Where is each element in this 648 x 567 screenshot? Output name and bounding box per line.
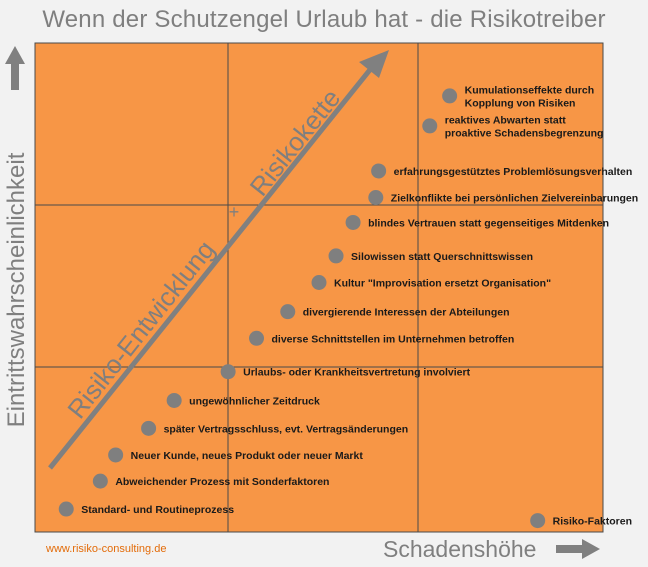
- risk-label-5: blindes Vertrauen statt gegenseitiges Mi…: [368, 217, 609, 229]
- risk-point-7: [311, 275, 327, 290]
- risk-label-4: Zielkonflikte bei persönlichen Zielverei…: [391, 193, 638, 205]
- risk-label-2: reaktives Abwarten statt proaktive Schade…: [445, 114, 604, 139]
- risk-label-15: Standard- und Routineprozess: [81, 504, 234, 516]
- risk-point-6: [328, 248, 344, 264]
- risk-label-12: später Vertragsschluss, evt. Vertragsänd…: [164, 423, 409, 435]
- risk-label-8: divergierende Interessen der Abteilungen: [303, 307, 510, 319]
- risk-point-5: [345, 214, 361, 230]
- risk-point-12: [141, 420, 157, 436]
- risk-point-16: [530, 513, 546, 529]
- risk-label-7: Kultur "Improvisation ersetzt Organisati…: [334, 278, 551, 290]
- risk-label-1: Kumulationseffekte durch Kopplung von Ris…: [465, 84, 595, 109]
- diagonal-arrow-head: [359, 50, 389, 78]
- footer-url[interactable]: www.risiko-consulting.de: [46, 543, 167, 555]
- risk-point-10: [220, 364, 236, 380]
- risk-label-16: Risiko-Faktoren: [553, 516, 632, 528]
- y-axis-label-wrap: Eintrittswahrscheinlichkeit: [2, 48, 32, 533]
- risk-point-13: [108, 447, 124, 463]
- risk-label-6: Silowissen statt Querschnittswissen: [351, 251, 533, 263]
- chart-title: Wenn der Schutzengel Urlaub hat - die Ri…: [42, 6, 606, 33]
- axis-arrows: [5, 46, 600, 559]
- risk-point-11: [166, 392, 182, 408]
- risk-point-1: [442, 88, 458, 104]
- risk-label-11: ungewöhnlicher Zeitdruck: [189, 395, 320, 407]
- risk-label-10: Urlaubs- oder Krankheitsvertretung invol…: [243, 367, 470, 379]
- risk-point-9: [249, 330, 265, 346]
- risk-point-8: [280, 304, 296, 320]
- x-axis-label: Schadenshöhe: [383, 536, 537, 562]
- risk-point-14: [92, 473, 108, 489]
- risk-label-14: Abweichender Prozess mit Sonderfaktoren: [115, 476, 329, 488]
- data-points: Kumulationseffekte durch Kopplung von Ris…: [58, 84, 638, 529]
- risk-label-13: Neuer Kunde, neues Produkt oder neuer Ma…: [131, 450, 364, 462]
- risk-label-3: erfahrungsgestütztes Problemlösungsverha…: [394, 166, 633, 178]
- center-mark: +: [229, 202, 240, 222]
- diagonal-arrow-shaft: [48, 64, 375, 470]
- x-axis-arrow-head: [582, 539, 600, 559]
- x-axis-arrow-shaft: [556, 545, 584, 553]
- y-axis-arrow-head: [5, 46, 25, 64]
- risk-label-9: diverse Schnittstellen im Unternehmen be…: [272, 333, 515, 345]
- risk-point-2: [422, 118, 438, 134]
- y-axis-arrow-shaft: [11, 62, 19, 90]
- grid-lines: [35, 43, 603, 532]
- risk-point-15: [58, 501, 74, 517]
- y-axis-label: Eintrittswahrscheinlichkeit: [3, 152, 30, 428]
- risk-point-4: [368, 190, 384, 206]
- risk-point-3: [371, 163, 387, 179]
